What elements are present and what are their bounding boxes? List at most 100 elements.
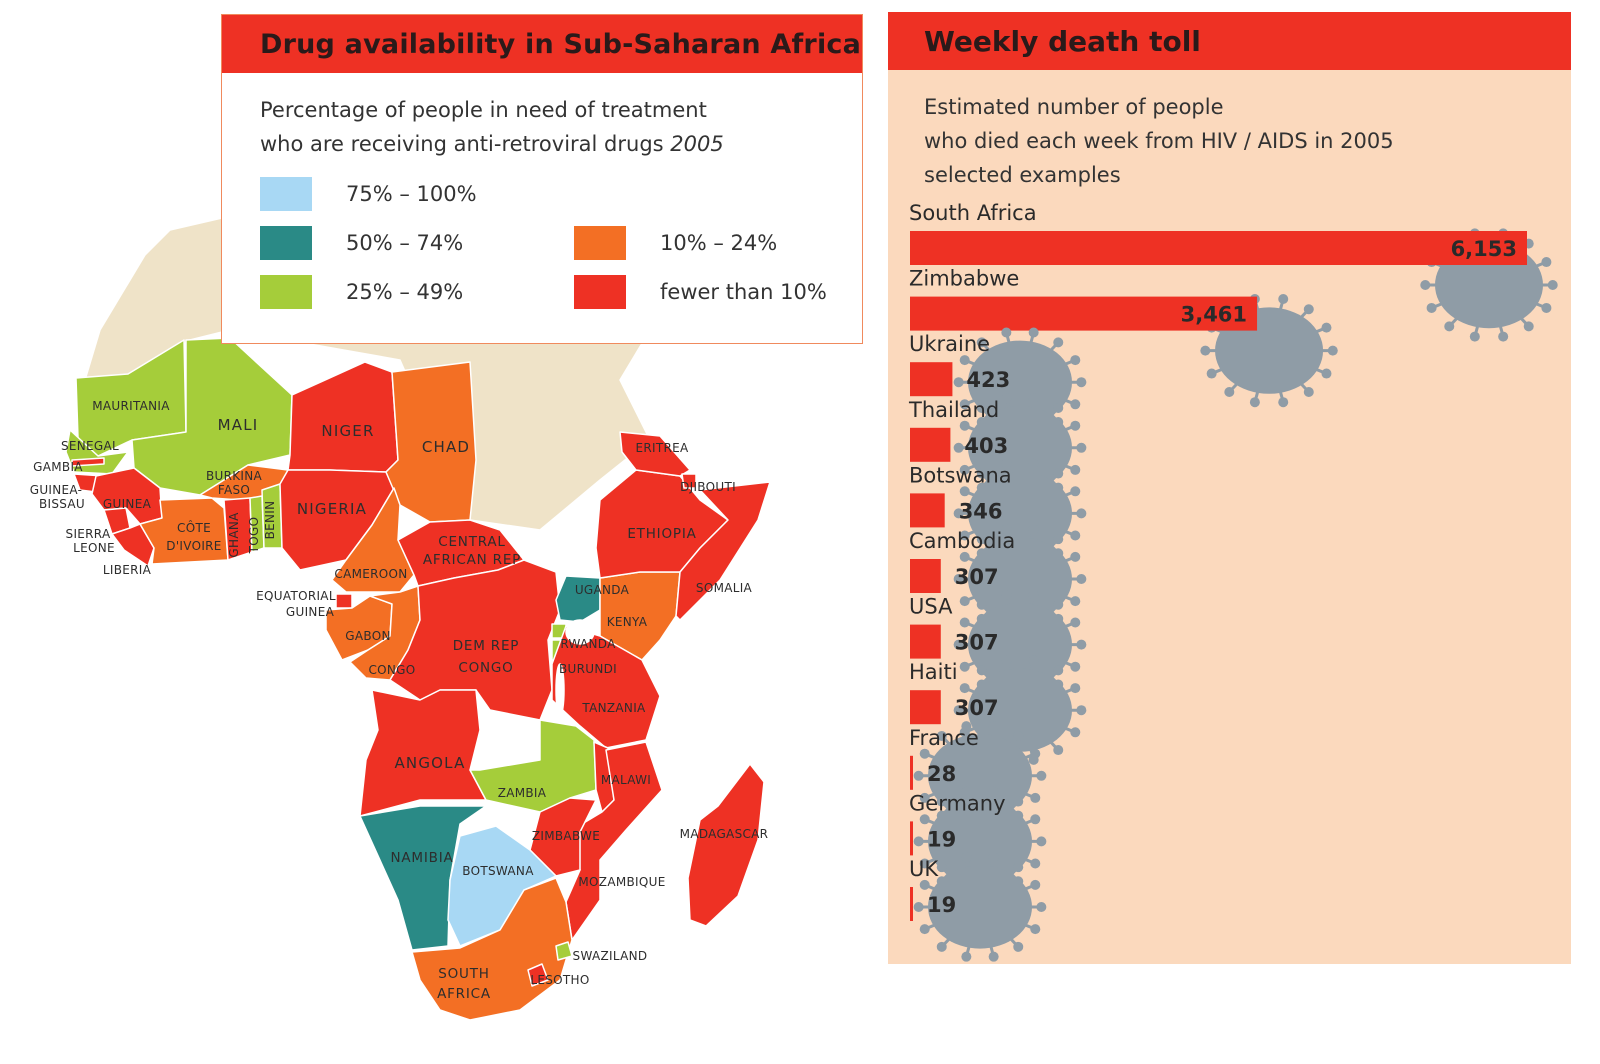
country-label: SENEGAL xyxy=(61,439,119,453)
country-label: NIGER xyxy=(321,422,374,440)
legend-item-50-74: 50% – 74% xyxy=(260,226,463,260)
country-equatorial-guinea xyxy=(335,593,353,609)
country-djibouti xyxy=(681,473,697,489)
legend-label: 75% – 100% xyxy=(346,182,477,206)
country-label: ANGOLA xyxy=(394,754,465,772)
country-label: GUINEA xyxy=(286,605,335,619)
legend-swatch xyxy=(574,226,626,260)
map-legend: Drug availability in Sub-Saharan Africa … xyxy=(221,14,863,344)
country-label: TOGO xyxy=(247,517,261,555)
country-swaziland xyxy=(555,941,573,961)
country-label: CHAD xyxy=(422,438,470,456)
bar-value-label: 403 xyxy=(964,434,1008,458)
country-label: LEONE xyxy=(73,541,115,555)
country-label: RWANDA xyxy=(560,637,616,651)
legend-item-under-10: fewer than 10% xyxy=(574,275,827,309)
lake-tanganyika xyxy=(555,663,565,717)
country-madagascar xyxy=(687,763,765,927)
legend-label: 10% – 24% xyxy=(660,231,778,255)
country-gambia xyxy=(71,457,105,467)
legend-item-10-24: 10% – 24% xyxy=(574,226,777,260)
chart-title: Weekly death toll xyxy=(924,24,1201,58)
country-label: ZAMBIA xyxy=(498,786,547,800)
country-somalia xyxy=(675,481,771,621)
bar-value-label: 6,153 xyxy=(1451,237,1517,261)
country-cote-divoire xyxy=(139,497,229,565)
country-label: DJIBOUTI xyxy=(680,480,736,494)
bar-category-label: France xyxy=(909,726,979,750)
legend-swatch xyxy=(574,275,626,309)
bar xyxy=(910,559,941,593)
chart-subtitle-line3: selected examples xyxy=(924,163,1121,187)
bar-value-label: 423 xyxy=(966,368,1010,392)
country-label: AFRICA xyxy=(437,986,491,1002)
bar xyxy=(910,493,945,528)
country-label: CONGO xyxy=(458,660,513,676)
country-label: GAMBIA xyxy=(33,460,83,474)
bar-value-label: 346 xyxy=(959,499,1003,523)
country-label: BISSAU xyxy=(39,497,85,511)
death-toll-panel: Weekly death toll Estimated number of pe… xyxy=(888,12,1571,964)
map-subtitle-line2: who are receiving anti-retroviral drugs … xyxy=(260,132,724,156)
bar-category-label: Haiti xyxy=(909,660,958,684)
bar-value-label: 307 xyxy=(955,631,999,655)
country-label: AFRICAN REP xyxy=(423,552,521,568)
bar-category-label: Germany xyxy=(909,791,1006,815)
bar-category-label: USA xyxy=(909,595,953,619)
country-label: D'IVOIRE xyxy=(166,539,221,553)
country-label: TANZANIA xyxy=(581,701,646,715)
country-lesotho xyxy=(527,963,549,987)
country-label: BURKINA xyxy=(206,469,263,483)
country-label: NAMIBIA xyxy=(390,850,453,866)
legend-item-25-49: 25% – 49% xyxy=(260,275,463,309)
country-label: ERITREA xyxy=(635,441,689,455)
country-label: CENTRAL xyxy=(438,534,506,550)
country-label: GUINEA xyxy=(103,497,152,511)
country-angola xyxy=(359,689,487,817)
legend-swatch xyxy=(260,226,312,260)
map-subtitle-year: 2005 xyxy=(670,132,724,156)
map-title-bar: Drug availability in Sub-Saharan Africa xyxy=(222,15,862,73)
country-label: UGANDA xyxy=(575,583,630,597)
country-eritrea xyxy=(619,431,691,477)
bar-category-label: Ukraine xyxy=(909,332,990,356)
country-congo xyxy=(349,585,421,681)
lake-victoria xyxy=(565,619,595,645)
bar xyxy=(910,690,941,725)
country-label: BOTSWANA xyxy=(462,864,534,878)
bar-category-label: Cambodia xyxy=(909,529,1015,553)
bar-value-label: 19 xyxy=(927,827,956,851)
country-label: MOZAMBIQUE xyxy=(578,875,665,889)
country-label: MALI xyxy=(218,416,259,434)
country-label: DEM REP xyxy=(453,638,520,654)
bar xyxy=(910,624,941,659)
country-label: LIBERIA xyxy=(103,563,152,577)
bar-value-label: 3,461 xyxy=(1181,303,1247,327)
country-label: SIERRA xyxy=(66,527,111,541)
bar-category-label: Zimbabwe xyxy=(909,267,1019,291)
country-niger xyxy=(287,361,399,473)
bar xyxy=(910,887,913,921)
country-label: MALAWI xyxy=(601,773,651,787)
legend-label: 50% – 74% xyxy=(346,231,464,255)
country-label: GABON xyxy=(345,629,390,643)
country-label: SOUTH xyxy=(438,966,489,982)
bar xyxy=(910,427,951,462)
map-subtitle-line1: Percentage of people in need of treatmen… xyxy=(260,98,707,122)
virus-icon xyxy=(953,589,1087,700)
country-tanzania xyxy=(551,625,661,749)
bar xyxy=(910,362,953,397)
country-label: MADAGASCAR xyxy=(680,827,769,841)
country-label: EQUATORIAL xyxy=(256,589,336,603)
bar xyxy=(910,296,1258,331)
bar xyxy=(910,755,913,790)
bar xyxy=(910,231,1527,265)
country-label: BENIN xyxy=(263,501,277,540)
legend-label: fewer than 10% xyxy=(660,280,827,304)
bar-category-label: South Africa xyxy=(909,201,1037,225)
country-label: KENYA xyxy=(607,615,648,629)
country-label: GHANA xyxy=(227,512,241,558)
chart-subtitle: Estimated number of people who died each… xyxy=(924,90,1394,192)
country-label: SOMALIA xyxy=(696,581,753,595)
chart-subtitle-line1: Estimated number of people xyxy=(924,95,1224,119)
